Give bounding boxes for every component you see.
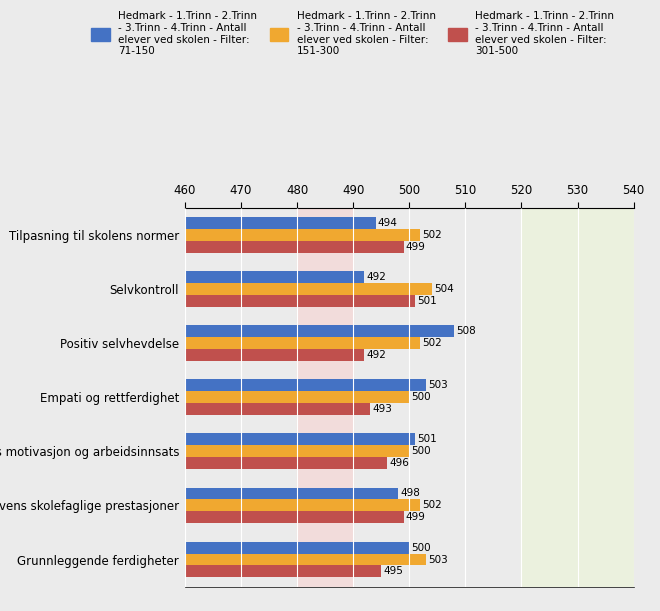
Bar: [185, 499, 420, 511]
Text: 504: 504: [434, 284, 453, 294]
Bar: [185, 349, 364, 361]
Text: 492: 492: [366, 272, 387, 282]
Bar: [185, 379, 426, 391]
Text: 499: 499: [406, 242, 426, 252]
Text: 508: 508: [456, 326, 476, 336]
Text: 502: 502: [422, 500, 442, 510]
Text: 492: 492: [366, 350, 387, 360]
Text: 500: 500: [411, 543, 431, 552]
Legend: Hedmark - 1.Trinn - 2.Trinn
- 3.Trinn - 4.Trinn - Antall
elever ved skolen - Fil: Hedmark - 1.Trinn - 2.Trinn - 3.Trinn - …: [91, 12, 614, 56]
Bar: [185, 457, 387, 469]
Text: 502: 502: [422, 338, 442, 348]
Bar: [185, 541, 409, 554]
Text: 493: 493: [372, 404, 392, 414]
Bar: [185, 433, 415, 445]
Text: 503: 503: [428, 555, 448, 565]
Bar: [185, 271, 364, 283]
Bar: [185, 295, 415, 307]
Bar: [185, 403, 370, 415]
Text: 501: 501: [417, 434, 437, 444]
Bar: [185, 565, 381, 577]
Bar: [185, 229, 420, 241]
Text: 502: 502: [422, 230, 442, 240]
Text: 495: 495: [383, 566, 403, 576]
Bar: [185, 554, 426, 565]
Text: 500: 500: [411, 392, 431, 402]
Text: 500: 500: [411, 446, 431, 456]
Text: 501: 501: [417, 296, 437, 306]
Bar: [297, 208, 353, 587]
Bar: [185, 241, 404, 253]
Text: 496: 496: [389, 458, 409, 468]
Bar: [185, 325, 454, 337]
Bar: [185, 511, 404, 523]
Bar: [185, 445, 409, 457]
Bar: [185, 283, 432, 295]
Text: 498: 498: [400, 488, 420, 499]
Text: 499: 499: [406, 512, 426, 522]
Text: 494: 494: [378, 218, 398, 228]
Bar: [185, 488, 398, 499]
Bar: [521, 208, 634, 587]
Bar: [185, 391, 409, 403]
Text: 503: 503: [428, 380, 448, 390]
Bar: [185, 217, 376, 229]
Bar: [185, 337, 420, 349]
